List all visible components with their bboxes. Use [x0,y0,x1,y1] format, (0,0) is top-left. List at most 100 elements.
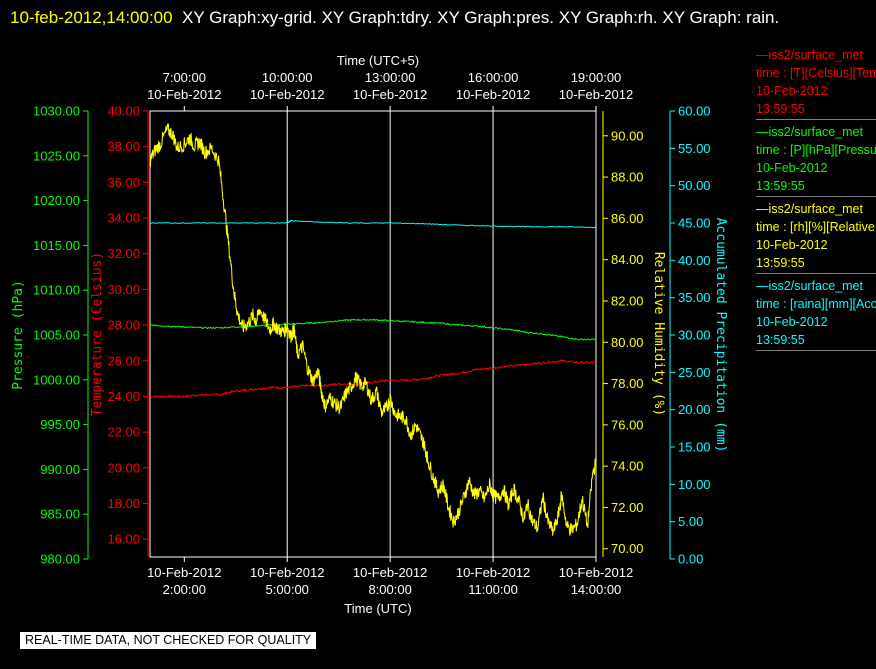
pressure-tick-label-7: 1010.00 [33,283,80,298]
pressure-tick-label-10: 1025.00 [33,148,80,163]
precipitation-tick-label-10: 45.00 [678,216,711,231]
humidity-tick-label-11: 90.00 [611,128,644,143]
temperature-tick-label-6: 26.00 [107,353,140,368]
legend-entry-3: —iss2/surface_met time : [rh][%][Relative… [756,200,876,274]
header-timestamp: 10-feb-2012,14:00:00 [10,8,173,27]
pressure-tick-label-1: 980.00 [40,552,80,567]
precipitation-tick-label-11: 50.00 [678,178,711,193]
x-axis-label-top: Time (UTC+5) [337,53,419,68]
legend-entry-line: —iss2/surface_met [756,48,863,62]
pressure-tick-label-3: 990.00 [40,462,80,477]
legend-entry-var: time : [raina][mm][Accumulated Precipita… [756,297,876,311]
x-axis-label-bottom: Time (UTC) [344,601,411,616]
pressure-tick-label-2: 985.00 [40,507,80,522]
pressure-tick-label-11: 1030.00 [33,104,80,119]
header-graph-list: XY Graph:xy-grid. XY Graph:tdry. XY Grap… [182,8,780,27]
series-pressure-line [149,318,597,341]
humidity-tick-label-4: 76.00 [611,417,644,432]
precipitation-tick-label-12: 55.00 [678,141,711,156]
bottom-tick-time-5: 14:00:00 [571,582,622,597]
legend-entry-line: —iss2/surface_met [756,125,863,139]
top-tick-time-1: 7:00:00 [163,70,206,85]
precipitation-tick-label-1: 0.00 [678,552,703,567]
legend-entry-line: —iss2/surface_met [756,279,863,293]
humidity-tick-label-3: 74.00 [611,459,644,474]
precipitation-tick-label-6: 25.00 [678,365,711,380]
legend-entry-time: 13:59:55 [756,333,805,347]
precipitation-tick-label-3: 10.00 [678,477,711,492]
legend-entry-line: —iss2/surface_met [756,202,863,216]
top-tick-date-1: 10-Feb-2012 [147,87,221,102]
humidity-tick-label-10: 88.00 [611,170,644,185]
top-tick-time-3: 13:00:00 [365,70,416,85]
precipitation-tick-label-7: 30.00 [678,328,711,343]
temperature-tick-label-9: 32.00 [107,246,140,261]
legend-entry-var: time : [P][hPa][Pressure] [756,143,876,157]
top-tick-date-4: 10-Feb-2012 [456,87,530,102]
series-humidity-line [149,123,597,537]
pressure-tick-label-9: 1020.00 [33,193,80,208]
temperature-tick-label-2: 18.00 [107,496,140,511]
legend-entry-time: 13:59:55 [756,256,805,270]
temperature-tick-label-5: 24.00 [107,389,140,404]
legend-entry-date: 10-Feb-2012 [756,161,828,175]
precipitation-axis-label: Accumulated Precipitation (mm) [713,218,728,453]
precipitation-tick-label-5: 20.00 [678,402,711,417]
pressure-tick-label-6: 1005.00 [33,328,80,343]
temperature-tick-label-8: 30.00 [107,282,140,297]
plot-frame [149,110,597,558]
top-tick-time-5: 19:00:00 [571,70,622,85]
bottom-tick-date-5: 10-Feb-2012 [559,565,633,580]
bottom-tick-date-2: 10-Feb-2012 [250,565,324,580]
humidity-tick-label-1: 70.00 [611,541,644,556]
top-tick-time-2: 10:00:00 [262,70,313,85]
bottom-tick-time-1: 2:00:00 [163,582,206,597]
pressure-tick-label-5: 1000.00 [33,372,80,387]
top-tick-time-4: 16:00:00 [468,70,519,85]
chart-header: 10-feb-2012,14:00:00 XY Graph:xy-grid. X… [10,2,860,33]
top-tick-date-5: 10-Feb-2012 [559,87,633,102]
humidity-tick-label-7: 82.00 [611,293,644,308]
bottom-tick-time-4: 11:00:00 [468,582,518,597]
legend-entry-time: 13:59:55 [756,179,805,193]
top-tick-date-2: 10-Feb-2012 [250,87,324,102]
humidity-tick-label-8: 84.00 [611,252,644,267]
bottom-tick-date-4: 10-Feb-2012 [456,565,530,580]
bottom-tick-date-3: 10-Feb-2012 [353,565,427,580]
humidity-tick-label-6: 80.00 [611,335,644,350]
bottom-tick-time-2: 5:00:00 [266,582,309,597]
precipitation-tick-label-4: 15.00 [678,440,711,455]
temperature-tick-label-4: 22.00 [107,425,140,440]
temperature-tick-label-7: 28.00 [107,318,140,333]
precipitation-tick-label-9: 40.00 [678,253,711,268]
series-temperature-line [149,359,597,399]
humidity-axis-label: Relative Humidity (%) [651,252,666,416]
top-tick-date-3: 10-Feb-2012 [353,87,427,102]
temperature-tick-label-1: 16.00 [107,532,140,547]
series-precipitation-line [149,219,597,229]
precipitation-tick-label-8: 35.00 [678,290,711,305]
pressure-tick-label-8: 1015.00 [33,238,80,253]
legend-entry-time: 13:59:55 [756,102,805,116]
pressure-tick-label-4: 995.00 [40,417,80,432]
legend-entry-date: 10-Feb-2012 [756,84,828,98]
legend-entry-var: time : [T][Celsius][Temperature] [756,66,876,80]
temperature-tick-label-3: 20.00 [107,460,140,475]
temperature-tick-label-12: 38.00 [107,139,140,154]
temperature-axis-label: Temperature (Celsius) [90,252,105,416]
bottom-tick-date-1: 10-Feb-2012 [147,565,221,580]
pressure-axis-label: Pressure (hPa) [11,280,26,390]
temperature-tick-label-13: 40.00 [107,104,140,119]
legend-entry-date: 10-Feb-2012 [756,238,828,252]
humidity-tick-label-2: 72.00 [611,500,644,515]
legend-entry-date: 10-Feb-2012 [756,315,828,329]
temperature-tick-label-11: 36.00 [107,175,140,190]
humidity-tick-label-5: 78.00 [611,376,644,391]
quality-warning: REAL-TIME DATA, NOT CHECKED FOR QUALITY [20,632,317,649]
temperature-tick-label-10: 34.00 [107,211,140,226]
